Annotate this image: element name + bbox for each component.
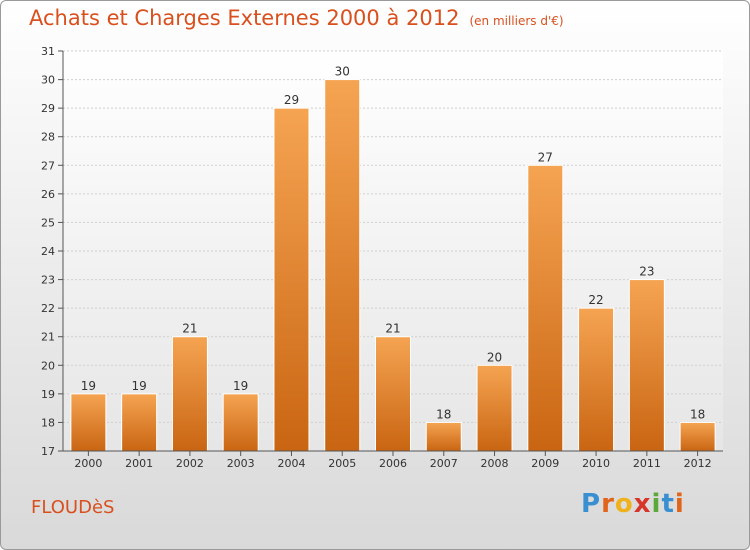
x-tick-label-2011: 2011 — [633, 457, 661, 470]
logo-letter: i — [651, 489, 662, 519]
logo-letter: i — [674, 489, 685, 519]
value-label-2005: 30 — [335, 65, 350, 79]
y-tick-label: 17 — [41, 445, 55, 458]
y-tick-label: 19 — [41, 388, 55, 401]
bar-2005 — [324, 79, 361, 452]
value-label-2003: 19 — [233, 379, 248, 393]
logo-letter: t — [661, 489, 675, 519]
bar-2003 — [222, 393, 259, 452]
chart-title: Achats et Charges Externes 2000 à 2012 (e… — [29, 6, 564, 30]
x-tick-label-2009: 2009 — [531, 457, 559, 470]
logo-letter: o — [614, 489, 634, 519]
value-label-2010: 22 — [588, 293, 603, 307]
y-tick-label: 26 — [41, 188, 55, 201]
y-tick-label: 28 — [41, 131, 55, 144]
x-tick-label-2003: 2003 — [227, 457, 255, 470]
chart-title-text: Achats et Charges Externes 2000 à 2012 — [29, 6, 460, 30]
x-tick-label-2002: 2002 — [176, 457, 204, 470]
chart-subtitle: (en milliers d'€) — [469, 14, 564, 28]
y-tick-label: 23 — [41, 274, 55, 287]
y-tick-label: 24 — [41, 245, 55, 258]
value-label-2006: 21 — [385, 322, 400, 336]
value-label-2007: 18 — [436, 407, 451, 421]
value-label-2012: 18 — [690, 407, 705, 421]
bar-2002 — [171, 336, 208, 452]
y-tick-label: 27 — [41, 159, 55, 172]
y-tick-label: 25 — [41, 216, 55, 229]
bar-2011 — [628, 279, 665, 452]
y-tick-label: 29 — [41, 102, 55, 115]
x-tick-label-2012: 2012 — [684, 457, 712, 470]
bar-2007 — [425, 421, 462, 452]
logo-letter: x — [633, 489, 652, 519]
y-tick-label: 18 — [41, 416, 55, 429]
bar-2010 — [578, 307, 615, 452]
logo-letter: r — [601, 489, 615, 519]
commune-name: FLOUDèS — [31, 497, 115, 518]
bar-2009 — [527, 164, 564, 452]
x-tick-label-2007: 2007 — [430, 457, 458, 470]
y-tick-label: 20 — [41, 359, 55, 372]
proxiti-logo: Proxiti — [581, 489, 685, 519]
x-tick-label-2000: 2000 — [74, 457, 102, 470]
x-tick-label-2008: 2008 — [481, 457, 509, 470]
logo-letter: P — [581, 489, 602, 519]
value-label-2009: 27 — [538, 150, 553, 164]
y-tick-label: 22 — [41, 302, 55, 315]
bar-2000 — [70, 393, 107, 452]
value-labels: 19 19 21 19 29 30 21 18 20 27 22 23 18 — [81, 65, 706, 422]
y-tick-label: 31 — [41, 45, 55, 58]
bar-2001 — [121, 393, 158, 452]
x-tick-label-2004: 2004 — [277, 457, 305, 470]
value-label-2008: 20 — [487, 350, 502, 364]
x-tick-label-2005: 2005 — [328, 457, 356, 470]
bar-2012 — [679, 421, 716, 452]
value-label-2000: 19 — [81, 379, 96, 393]
bar-2006 — [375, 336, 411, 452]
value-label-2004: 29 — [284, 93, 299, 107]
x-tick-label-2001: 2001 — [125, 457, 153, 470]
axes: 17 18 19 20 21 22 23 24 25 26 27 28 29 30 31 2000 2001 20… — [41, 45, 723, 470]
bar-2008 — [476, 364, 513, 452]
y-tick-label: 21 — [41, 331, 55, 344]
value-label-2001: 19 — [132, 379, 147, 393]
y-tick-label: 30 — [41, 74, 55, 87]
value-label-2002: 21 — [182, 322, 197, 336]
bar-2004 — [273, 107, 310, 452]
value-label-2011: 23 — [639, 265, 654, 279]
x-tick-label-2006: 2006 — [379, 457, 407, 470]
bars — [70, 79, 716, 452]
x-tick-label-2010: 2010 — [582, 457, 610, 470]
